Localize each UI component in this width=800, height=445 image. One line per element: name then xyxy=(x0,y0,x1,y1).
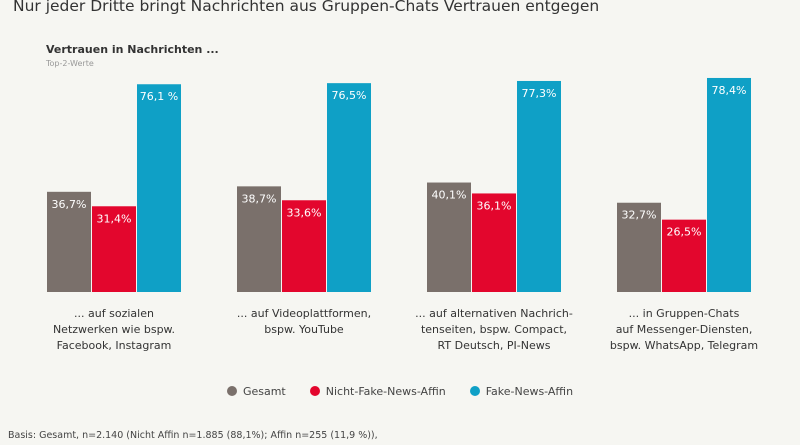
data-label: 33,6% xyxy=(287,206,322,219)
data-label: 38,7% xyxy=(242,192,277,205)
legend-label: Fake-News-Affin xyxy=(485,385,574,398)
chart-subtitle: Top-2-Werte xyxy=(46,59,94,68)
legend-label: Gesamt xyxy=(242,385,286,398)
bar xyxy=(137,84,181,292)
bar xyxy=(472,193,516,292)
data-label: 31,4% xyxy=(97,212,132,225)
category-label: ... auf Videoplattformen, bspw. YouTube xyxy=(236,307,372,336)
legend-item: Fake-News-Affin xyxy=(469,385,574,398)
legend-label: Nicht-Fake-News-Affin xyxy=(325,385,446,398)
legend: Gesamt Nicht-Fake-News-Affin Fake-News-Aff… xyxy=(0,385,800,398)
data-label: 26,5% xyxy=(667,226,702,239)
bar xyxy=(617,202,661,292)
data-label: 78,4% xyxy=(712,84,747,97)
data-label: 76,1 % xyxy=(140,90,178,103)
chart-title: Vertrauen in Nachrichten ... xyxy=(46,43,219,56)
footnote: Basis: Gesamt, n=2.140 (Nicht Affin n=1.… xyxy=(8,430,378,441)
category-label: ... in Gruppen-Chats auf Messenger-Diens… xyxy=(609,307,759,352)
legend-item: Gesamt xyxy=(226,385,286,398)
legend-dot-icon xyxy=(309,386,320,396)
bar xyxy=(47,191,91,292)
legend-dot-icon xyxy=(469,386,480,396)
bar xyxy=(282,200,326,292)
bar xyxy=(517,80,561,292)
bar-chart: 36,7% 38,7% 40,1% 32,7% 31,4% 33,6% 36,1% 26,5%… xyxy=(47,77,751,292)
data-label: 76,5% xyxy=(332,89,367,102)
data-label: 36,7% xyxy=(52,198,87,211)
bar xyxy=(707,77,751,292)
data-label: 36,1% xyxy=(477,199,512,212)
data-label: 40,1% xyxy=(432,189,467,202)
data-label: 77,3% xyxy=(522,87,557,100)
legend-dot-icon xyxy=(226,386,237,396)
bar xyxy=(662,219,706,292)
legend-item: Nicht-Fake-News-Affin xyxy=(309,385,446,398)
bar xyxy=(237,186,281,292)
category-label: ... auf sozialen Netzwerken wie bspw. Fa… xyxy=(52,307,176,352)
category-label: ... auf alternativen Nachrich- tenseiten… xyxy=(415,307,573,352)
page-title: Nur jeder Dritte bringt Nachrichten aus … xyxy=(13,0,600,15)
bar xyxy=(327,83,371,292)
bar xyxy=(427,182,471,292)
bar xyxy=(92,206,136,292)
data-label: 32,7% xyxy=(622,209,657,222)
